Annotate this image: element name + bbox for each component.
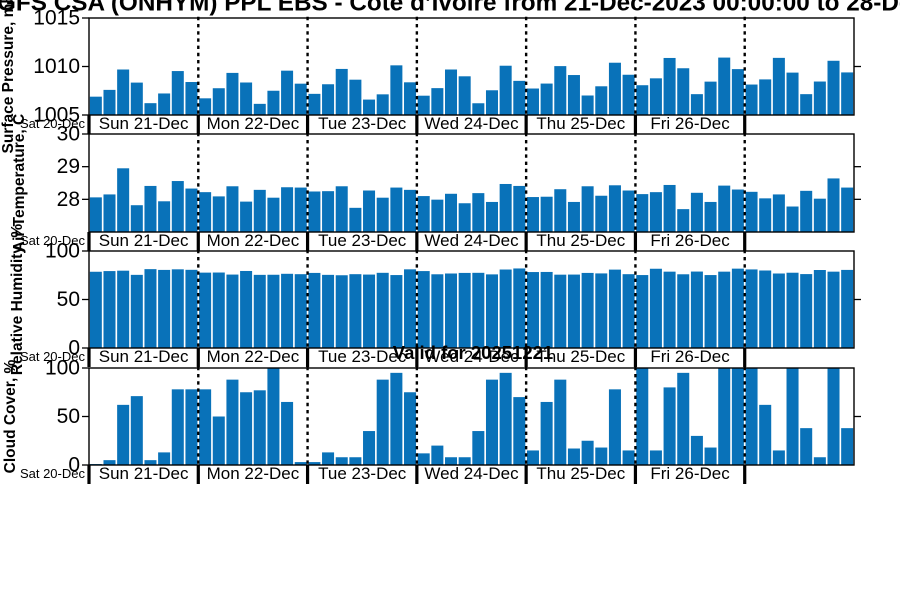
svg-text:Mon 22-Dec: Mon 22-Dec xyxy=(207,114,300,133)
svg-text:Thu 25-Dec: Thu 25-Dec xyxy=(536,464,625,483)
svg-text:Sun 21-Dec: Sun 21-Dec xyxy=(99,114,189,133)
svg-text:100: 100 xyxy=(45,240,80,263)
svg-text:1010: 1010 xyxy=(33,55,80,78)
svg-text:50: 50 xyxy=(57,288,80,311)
svg-text:1015: 1015 xyxy=(33,7,80,30)
svg-text:Tue 23-Dec: Tue 23-Dec xyxy=(318,464,407,483)
svg-text:Mon 22-Dec: Mon 22-Dec xyxy=(207,231,300,250)
svg-text:Sat 20-Dec: Sat 20-Dec xyxy=(20,466,86,481)
svg-text:Wed 24-Dec: Wed 24-Dec xyxy=(424,464,519,483)
svg-text:Fri 26-Dec: Fri 26-Dec xyxy=(650,347,730,366)
svg-text:Fri 26-Dec: Fri 26-Dec xyxy=(650,231,730,250)
svg-text:30: 30 xyxy=(57,123,80,146)
svg-text:29: 29 xyxy=(57,155,80,178)
svg-text:Sun 21-Dec: Sun 21-Dec xyxy=(99,231,189,250)
svg-text:Tue 23-Dec: Tue 23-Dec xyxy=(318,114,407,133)
svg-text:GFS CSA (ONHYM) PPL EBS - Côt: GFS CSA (ONHYM) PPL EBS - Côte d’Ivoire … xyxy=(0,0,900,17)
svg-text:Thu 25-Dec: Thu 25-Dec xyxy=(536,114,625,133)
svg-text:Valid for 20251221: Valid for 20251221 xyxy=(393,342,553,363)
svg-text:Sun 21-Dec: Sun 21-Dec xyxy=(99,347,189,366)
svg-text:Cloud Cover, %: Cloud Cover, % xyxy=(2,359,19,473)
svg-text:Wed 24-Dec: Wed 24-Dec xyxy=(424,231,519,250)
svg-text:Fri 26-Dec: Fri 26-Dec xyxy=(650,114,730,133)
svg-text:Relative Humidity, %: Relative Humidity, % xyxy=(9,224,26,376)
svg-text:Fri 26-Dec: Fri 26-Dec xyxy=(650,464,730,483)
svg-text:100: 100 xyxy=(45,357,80,380)
svg-text:Mon 22-Dec: Mon 22-Dec xyxy=(207,464,300,483)
svg-text:Sun 21-Dec: Sun 21-Dec xyxy=(99,464,189,483)
svg-text:Thu 25-Dec: Thu 25-Dec xyxy=(536,231,625,250)
svg-text:28: 28 xyxy=(57,188,80,211)
svg-text:Mon 22-Dec: Mon 22-Dec xyxy=(207,347,300,366)
svg-text:50: 50 xyxy=(57,405,80,428)
svg-text:Tue 23-Dec: Tue 23-Dec xyxy=(318,231,407,250)
svg-text:Wed 24-Dec: Wed 24-Dec xyxy=(424,114,519,133)
